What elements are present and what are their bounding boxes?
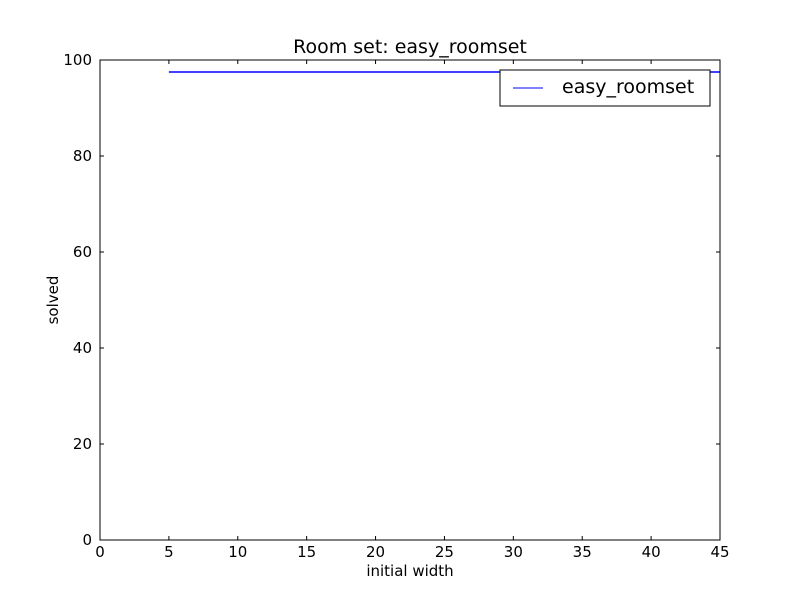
x-tick-label: 0: [95, 543, 105, 561]
tick-labels: 0 5 10 15 20 25 30 35 40 45 0 20 40 60 80 100: [63, 51, 729, 561]
x-tick-label: 35: [573, 543, 592, 561]
y-tick-label: 0: [82, 531, 92, 549]
x-tick-label: 45: [710, 543, 729, 561]
x-tick-label: 5: [164, 543, 174, 561]
x-tick-label: 20: [366, 543, 385, 561]
y-tick-label: 80: [73, 147, 92, 165]
y-tick-label: 40: [73, 339, 92, 357]
x-tick-label: 10: [228, 543, 247, 561]
legend: easy_roomset: [499, 69, 711, 107]
x-tick-label: 40: [642, 543, 661, 561]
y-tick-label: 20: [73, 435, 92, 453]
plot-area: [99, 59, 721, 541]
x-tick-label: 15: [297, 543, 316, 561]
x-axis-label: initial width: [366, 562, 453, 580]
plot-background: [100, 60, 720, 540]
plot-frame: [99, 59, 721, 541]
legend-label: easy_roomset: [562, 76, 694, 98]
x-tick-label: 30: [504, 543, 523, 561]
y-tick-label: 100: [63, 51, 92, 69]
y-tick-label: 60: [73, 243, 92, 261]
y-axis-label: solved: [44, 276, 62, 325]
chart-title: Room set: easy_roomset: [293, 36, 527, 58]
x-tick-label: 25: [435, 543, 454, 561]
